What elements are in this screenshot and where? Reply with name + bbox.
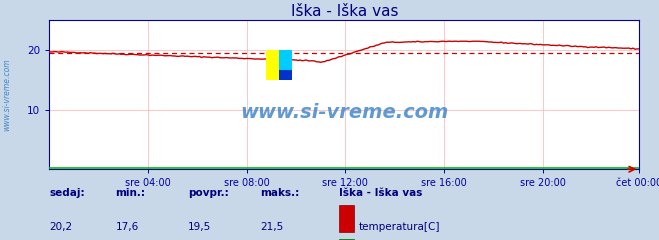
Text: Iška - Iška vas: Iška - Iška vas xyxy=(339,188,423,198)
Title: Iška - Iška vas: Iška - Iška vas xyxy=(291,4,398,19)
Bar xyxy=(279,70,292,80)
Text: 17,6: 17,6 xyxy=(115,222,138,232)
Text: www.si-vreme.com: www.si-vreme.com xyxy=(240,103,449,122)
Text: www.si-vreme.com: www.si-vreme.com xyxy=(2,59,11,131)
Text: 21,5: 21,5 xyxy=(260,222,283,232)
Text: povpr.:: povpr.: xyxy=(188,188,229,198)
Text: maks.:: maks.: xyxy=(260,188,300,198)
Text: sedaj:: sedaj: xyxy=(49,188,85,198)
Bar xyxy=(266,50,279,80)
Text: 19,5: 19,5 xyxy=(188,222,211,232)
Text: temperatura[C]: temperatura[C] xyxy=(359,222,441,232)
Bar xyxy=(279,50,292,72)
Text: min.:: min.: xyxy=(115,188,146,198)
Text: 20,2: 20,2 xyxy=(49,222,72,232)
